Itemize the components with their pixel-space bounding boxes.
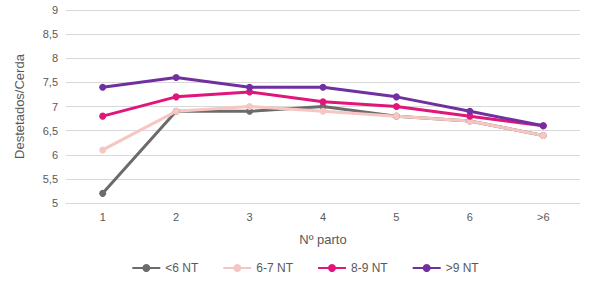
svg-text:6,5: 6,5	[43, 125, 58, 137]
svg-text:6: 6	[52, 149, 58, 161]
svg-text:<6 NT: <6 NT	[165, 261, 199, 275]
svg-text:2: 2	[173, 211, 179, 223]
svg-text:5,5: 5,5	[43, 173, 58, 185]
svg-text:9: 9	[52, 4, 58, 16]
svg-text:3: 3	[247, 211, 253, 223]
svg-text:7: 7	[52, 101, 58, 113]
svg-text:Nº parto: Nº parto	[299, 232, 346, 247]
svg-text:6: 6	[467, 211, 473, 223]
svg-text:7,5: 7,5	[43, 76, 58, 88]
svg-text:5: 5	[52, 197, 58, 209]
svg-text:8: 8	[52, 52, 58, 64]
svg-text:6-7 NT: 6-7 NT	[256, 261, 293, 275]
svg-text:>6: >6	[537, 211, 550, 223]
svg-text:8,5: 8,5	[43, 28, 58, 40]
svg-text:1: 1	[100, 211, 106, 223]
svg-text:8-9 NT: 8-9 NT	[351, 261, 388, 275]
svg-text:4: 4	[320, 211, 326, 223]
svg-text:5: 5	[393, 211, 399, 223]
svg-text:>9 NT: >9 NT	[446, 261, 480, 275]
svg-text:Destetados/Cerda: Destetados/Cerda	[12, 53, 27, 159]
